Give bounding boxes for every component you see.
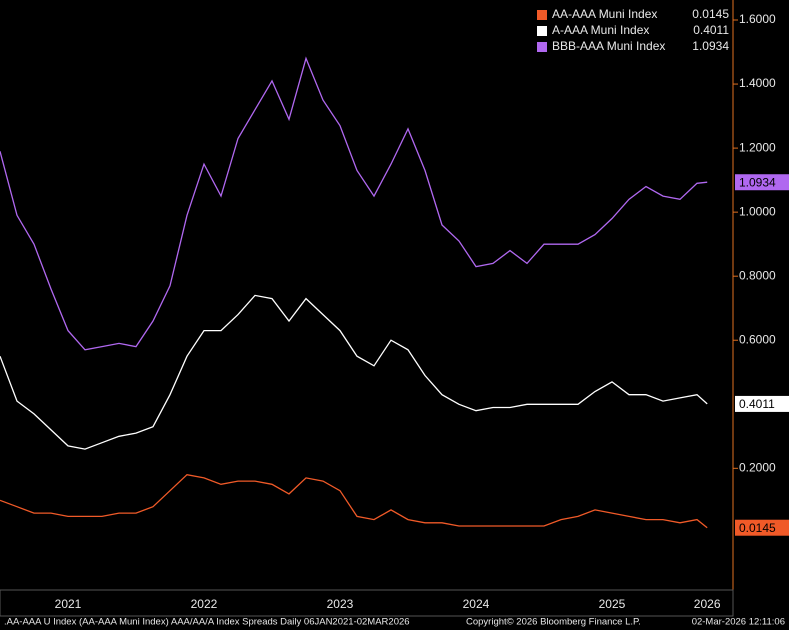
y-tick-label: 0.8000 — [739, 268, 776, 282]
legend-value: 0.4011 — [693, 23, 729, 37]
legend-swatch — [537, 42, 547, 52]
x-tick-label: 2022 — [191, 597, 218, 611]
x-tick-label: 2021 — [55, 597, 82, 611]
series-line — [0, 294, 708, 450]
series-line — [0, 474, 708, 529]
legend-label: BBB-AAA Muni Index — [552, 39, 665, 53]
x-axis-band — [0, 589, 734, 617]
legend-value: 0.0145 — [692, 7, 729, 21]
legend-label: AA-AAA Muni Index — [552, 7, 657, 21]
last-value-label: 1.0934 — [739, 175, 776, 189]
footer-copyright: Copyright© 2026 Bloomberg Finance L.P. — [466, 617, 641, 628]
y-tick-label: 1.4000 — [739, 76, 776, 90]
y-tick-label: 1.6000 — [739, 12, 776, 26]
y-tick-label: 0.6000 — [739, 332, 776, 346]
footer-timestamp: 02-Mar-2026 12:11:06 — [692, 617, 785, 628]
last-value-box — [735, 174, 789, 191]
y-tick-label: 1.0000 — [739, 204, 776, 218]
last-value-label: 0.4011 — [739, 397, 775, 411]
y-tick-label: 1.2000 — [739, 140, 776, 154]
legend-box — [532, 5, 732, 57]
legend-swatch — [537, 10, 547, 20]
x-tick-label: 2024 — [463, 597, 490, 611]
x-tick-label: 2025 — [599, 597, 626, 611]
last-value-box — [735, 395, 789, 412]
legend-value: 1.0934 — [692, 39, 729, 53]
legend-swatch — [537, 26, 547, 36]
y-tick-label: 0.2000 — [739, 460, 776, 474]
x-tick-label: 2023 — [327, 597, 354, 611]
series-line — [0, 56, 708, 351]
footer-source: .AA-AAA U Index (AA-AAA Muni Index) AAA/… — [4, 617, 410, 628]
x-tick-label: 2026 — [694, 597, 721, 611]
last-value-box — [735, 519, 789, 536]
last-value-label: 0.0145 — [739, 521, 776, 535]
legend-label: A-AAA Muni Index — [552, 23, 649, 37]
